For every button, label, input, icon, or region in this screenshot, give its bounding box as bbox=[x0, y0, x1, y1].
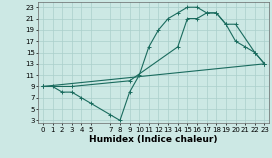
X-axis label: Humidex (Indice chaleur): Humidex (Indice chaleur) bbox=[89, 136, 218, 144]
